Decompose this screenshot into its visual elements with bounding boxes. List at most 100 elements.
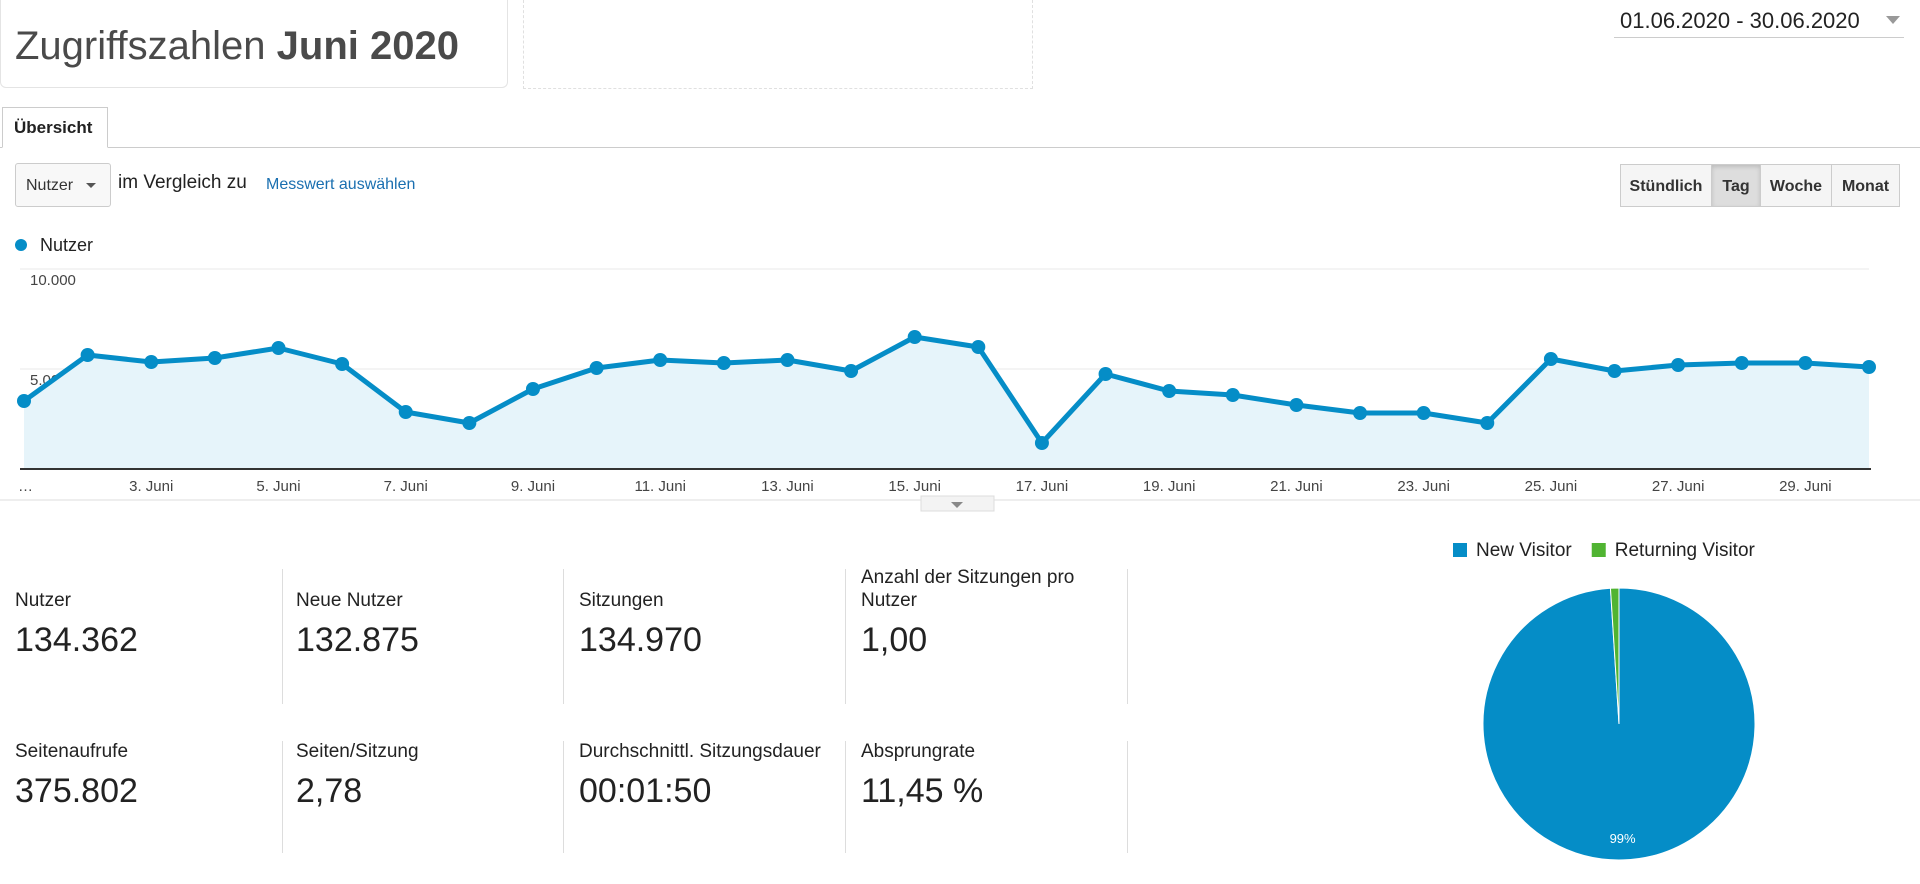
data-point bbox=[780, 353, 795, 367]
card-separator bbox=[1127, 741, 1128, 853]
data-point bbox=[1607, 364, 1622, 378]
select-metric-link[interactable]: Messwert auswählen bbox=[266, 176, 416, 193]
data-point bbox=[1480, 416, 1495, 430]
data-point bbox=[716, 356, 731, 370]
collapse-arrow bbox=[951, 502, 963, 508]
scorecard: Sitzungen 134.970 bbox=[579, 564, 835, 661]
scorecard-label: Durchschnittl. Sitzungsdauer bbox=[579, 741, 821, 762]
data-point bbox=[1098, 367, 1113, 381]
pie-chart: New Visitor Returning Visitor 99% bbox=[1453, 540, 1756, 861]
legend-label: New Visitor bbox=[1476, 540, 1572, 561]
card-separator bbox=[282, 741, 283, 853]
scorecard-value: 134.970 bbox=[579, 621, 702, 659]
scorecard-value: 134.362 bbox=[15, 621, 138, 659]
scorecard: Neue Nutzer 132.875 bbox=[296, 564, 552, 661]
date-range-picker[interactable]: 01.06.2020 - 30.06.2020 bbox=[1614, 6, 1904, 38]
x-tick-label: 29. Juni bbox=[1779, 478, 1832, 495]
scorecard: Nutzer 134.362 bbox=[15, 564, 271, 661]
compare-label: im Vergleich zu bbox=[118, 172, 247, 193]
scorecard-value: 375.802 bbox=[15, 772, 138, 810]
metric-label: Nutzer bbox=[26, 177, 74, 194]
card-separator bbox=[1127, 569, 1128, 704]
scorecard-value: 00:01:50 bbox=[579, 772, 712, 810]
series-area bbox=[24, 337, 1869, 469]
scorecard-label: Seiten/Sitzung bbox=[296, 741, 419, 762]
scorecard: Seiten/Sitzung 2,78 bbox=[296, 715, 552, 812]
data-point bbox=[1798, 356, 1813, 370]
title-bold: Juni 2020 bbox=[276, 24, 459, 68]
granularity-button[interactable]: Woche bbox=[1760, 164, 1832, 207]
card-separator bbox=[845, 741, 846, 853]
title-box bbox=[0, 0, 508, 88]
dropdown-arrow bbox=[86, 183, 96, 188]
scorecard-label: Absprungrate bbox=[861, 741, 976, 762]
tab[interactable]: Übersicht bbox=[2, 107, 108, 148]
slice-label: 99% bbox=[1610, 831, 1636, 846]
pie-slice bbox=[1609, 587, 1620, 725]
data-point bbox=[844, 364, 859, 378]
page-title: Zugriffszahlen Juni 2020 bbox=[15, 24, 459, 69]
scorecard-label: Anzahl der Sitzungen pro Nutzer bbox=[861, 567, 1075, 611]
data-point bbox=[80, 348, 95, 362]
scorecard-label: Nutzer bbox=[15, 590, 71, 611]
x-tick-label: 5. Juni bbox=[256, 478, 300, 495]
tab-line bbox=[0, 147, 1920, 148]
scorecard-value: 2,78 bbox=[296, 772, 363, 810]
x-tick-label: 3. Juni bbox=[129, 478, 173, 495]
granularity-button[interactable]: Monat bbox=[1831, 164, 1900, 207]
x-tick-label: 11. Juni bbox=[634, 478, 685, 495]
x-tick-label: 17. Juni bbox=[1016, 478, 1069, 495]
data-point bbox=[1162, 384, 1177, 398]
placeholder-box bbox=[523, 0, 1033, 89]
data-point bbox=[525, 382, 540, 396]
legend-marker bbox=[1453, 543, 1467, 557]
x-tick-label: 7. Juni bbox=[384, 478, 428, 495]
card-separator bbox=[563, 569, 564, 704]
scorecard-value: 1,00 bbox=[861, 621, 928, 659]
scorecard-label: Neue Nutzer bbox=[296, 590, 403, 611]
granularity-button[interactable]: Stündlich bbox=[1620, 164, 1712, 207]
data-point bbox=[462, 416, 477, 430]
dropdown-arrow bbox=[1886, 16, 1900, 24]
data-point bbox=[398, 405, 413, 419]
scorecard: Seitenaufrufe 375.802 bbox=[15, 715, 271, 812]
x-tick-label: 21. Juni bbox=[1270, 478, 1323, 495]
legend-label: Returning Visitor bbox=[1615, 540, 1756, 561]
data-point bbox=[1353, 406, 1368, 420]
scorecard-label: Seitenaufrufe bbox=[15, 741, 129, 762]
tab-label: Übersicht bbox=[14, 118, 93, 137]
data-point bbox=[1543, 352, 1558, 366]
y-tick-label: 10.000 bbox=[30, 272, 76, 289]
data-point bbox=[207, 351, 222, 365]
x-tick-label: 27. Juni bbox=[1652, 478, 1705, 495]
scorecard: Durchschnittl. Sitzungsdauer 00:01:50 bbox=[579, 715, 835, 812]
data-point bbox=[1416, 406, 1431, 420]
scorecard: Anzahl der Sitzungen pro Nutzer 1,00 bbox=[861, 564, 1117, 661]
scorecard-label: Sitzungen bbox=[579, 590, 664, 611]
x-tick-label: 19. Juni bbox=[1143, 478, 1196, 495]
x-tick-label: 23. Juni bbox=[1397, 478, 1450, 495]
data-point bbox=[1862, 360, 1876, 374]
card-separator bbox=[563, 741, 564, 853]
data-point bbox=[17, 394, 31, 408]
legend-marker bbox=[15, 239, 27, 251]
data-point bbox=[589, 361, 604, 375]
series-line bbox=[22, 334, 1870, 446]
x-tick-label: … bbox=[18, 478, 33, 495]
data-point bbox=[144, 355, 159, 369]
legend-marker bbox=[1591, 543, 1606, 557]
granularity-button[interactable]: Tag bbox=[1711, 164, 1761, 207]
data-point bbox=[335, 357, 350, 371]
scorecard: Absprungrate 11,45 % bbox=[861, 715, 1117, 812]
data-point bbox=[971, 340, 986, 354]
x-tick-label: 9. Juni bbox=[511, 478, 555, 495]
data-point bbox=[1034, 436, 1049, 450]
x-tick-label: 13. Juni bbox=[761, 478, 814, 495]
scorecard-value: 11,45 % bbox=[861, 772, 984, 810]
metric-dropdown[interactable]: Nutzer bbox=[15, 163, 111, 207]
legend-label: Nutzer bbox=[40, 235, 93, 255]
x-tick-label: 15. Juni bbox=[888, 478, 941, 495]
data-point bbox=[1225, 388, 1240, 402]
